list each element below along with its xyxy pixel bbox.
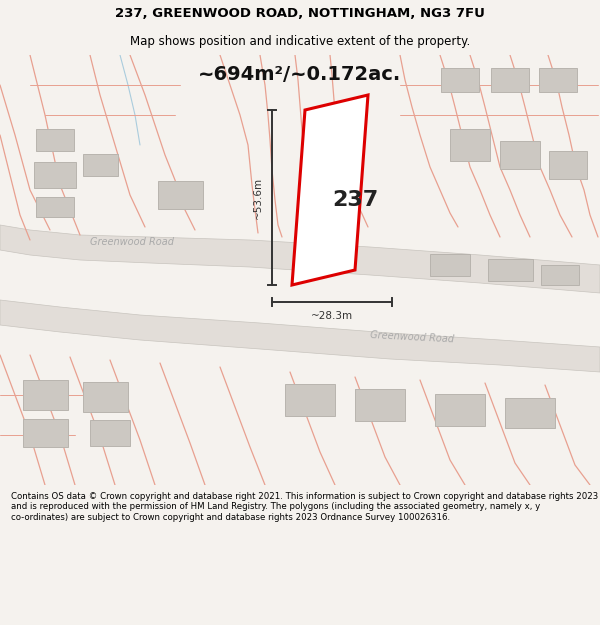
Polygon shape [292,95,368,285]
Polygon shape [441,68,479,92]
Polygon shape [491,68,529,92]
Polygon shape [500,141,540,169]
Polygon shape [539,68,577,92]
Polygon shape [505,398,555,428]
Polygon shape [23,380,67,410]
Polygon shape [34,162,76,188]
Text: 237, GREENWOOD ROAD, NOTTINGHAM, NG3 7FU: 237, GREENWOOD ROAD, NOTTINGHAM, NG3 7FU [115,8,485,20]
Text: ~28.3m: ~28.3m [311,311,353,321]
Text: Contains OS data © Crown copyright and database right 2021. This information is : Contains OS data © Crown copyright and d… [11,492,598,522]
Polygon shape [36,129,74,151]
Polygon shape [23,419,67,447]
Polygon shape [487,259,533,281]
Polygon shape [541,265,579,285]
Polygon shape [83,382,128,412]
Text: 237: 237 [332,190,378,210]
Polygon shape [36,197,74,217]
Text: Greenwood Road: Greenwood Road [90,237,174,247]
Polygon shape [83,154,118,176]
Polygon shape [549,151,587,179]
Text: ~694m²/~0.172ac.: ~694m²/~0.172ac. [199,66,401,84]
Text: Map shows position and indicative extent of the property.: Map shows position and indicative extent… [130,35,470,48]
Polygon shape [355,389,405,421]
Polygon shape [435,394,485,426]
Polygon shape [0,225,600,293]
Polygon shape [450,129,490,161]
Text: Greenwood Road: Greenwood Road [370,330,454,344]
Polygon shape [157,181,203,209]
Polygon shape [90,420,130,446]
Polygon shape [0,300,600,372]
Polygon shape [285,384,335,416]
Polygon shape [430,254,470,276]
Text: ~53.6m: ~53.6m [253,176,263,219]
